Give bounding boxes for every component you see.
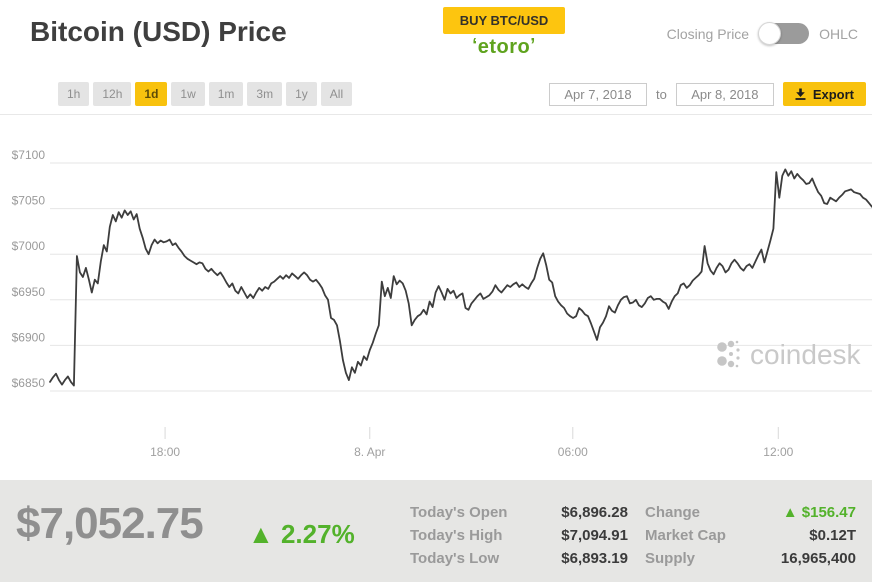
closing-price-label[interactable]: Closing Price [666, 25, 750, 42]
stat-row-open: Today's Open $6,896.28 [410, 504, 628, 521]
price-chart-canvas[interactable]: $7100 $7050 $7000 $6950 $6900 $6850 coindesk 18… [0, 115, 872, 480]
y-axis-label: $7000 [12, 239, 46, 253]
time-range-button-group: 1h 12h 1d 1w 1m 3m 1y All [58, 82, 353, 106]
price-line-series [49, 168, 872, 387]
stats-bar [0, 480, 872, 582]
coindesk-logo-dot-icon [735, 364, 739, 368]
stat-row-high: Today's High $7,094.91 [410, 527, 628, 544]
stat-row-low: Today's Low $6,893.19 [410, 550, 628, 567]
y-axis-label: $7100 [12, 148, 46, 162]
x-axis-label: 06:00 [558, 445, 588, 459]
y-axis-label: $6950 [12, 285, 46, 299]
stat-row-change: Change ▲ $156.47 [645, 504, 856, 521]
coindesk-logo-dot-icon [727, 360, 735, 368]
coindesk-logo-dot-icon [736, 356, 740, 360]
ohlc-label[interactable]: OHLC [819, 25, 858, 42]
up-arrow-icon: ▲ [782, 504, 798, 521]
range-button-1h[interactable]: 1h [58, 82, 90, 106]
date-from-input[interactable] [548, 82, 647, 106]
date-range-separator: to [655, 86, 667, 102]
range-button-1y[interactable]: 1y [286, 82, 317, 106]
x-axis-label: 8. Apr [354, 445, 385, 459]
range-button-12h[interactable]: 12h [93, 82, 132, 106]
page-title: Bitcoin (USD) Price [30, 16, 287, 47]
range-button-1m[interactable]: 1m [208, 82, 244, 106]
range-button-all[interactable]: All [320, 82, 353, 106]
coindesk-logo-dot-icon [729, 352, 733, 356]
range-button-3m[interactable]: 3m [247, 82, 283, 106]
header-divider [0, 114, 872, 115]
x-axis: 18:00 8. Apr 06:00 12:00 [150, 427, 794, 459]
range-button-1w[interactable]: 1w [171, 82, 205, 106]
date-to-input[interactable] [675, 82, 774, 106]
y-axis-label: $6850 [12, 376, 46, 390]
y-axis-label: $7050 [12, 194, 46, 208]
x-axis-label: 18:00 [150, 445, 180, 459]
coindesk-logo-dot-icon [727, 340, 735, 348]
up-arrow-icon: ▲ [248, 519, 274, 549]
export-button[interactable]: Export [782, 82, 866, 106]
buy-module: BUY BTC/USD ‘etoro’ [443, 7, 565, 59]
stat-row-supply: Supply 16,965,400 [645, 550, 856, 567]
price-type-toggle-group: Closing Price OHLC [666, 22, 858, 45]
date-controls: to Export [548, 82, 866, 106]
etoro-right-horn-icon: ’ [530, 35, 536, 55]
range-button-1d[interactable]: 1d [135, 82, 168, 106]
current-price: $7,052.75 [16, 499, 204, 548]
toggle-knob-icon [758, 22, 782, 45]
stat-row-market-cap: Market Cap $0.12T [645, 527, 856, 544]
stats-column-today: Today's Open $6,896.28 Today's High $7,094… [410, 501, 628, 570]
price-type-toggle[interactable] [758, 22, 810, 45]
coindesk-watermark-text: coindesk [750, 339, 862, 370]
y-axis-label: $6900 [12, 330, 46, 344]
y-gridlines: $7100 $7050 $7000 $6950 $6900 $6850 [12, 148, 872, 392]
coindesk-logo-dot-icon [736, 348, 740, 352]
coindesk-logo-dot-icon [735, 340, 739, 344]
x-axis-label: 12:00 [763, 445, 793, 459]
price-change-percent: ▲ 2.27% [248, 519, 355, 549]
etoro-logo[interactable]: ‘etoro’ [472, 35, 536, 58]
download-icon [795, 88, 806, 100]
stats-column-market: Change ▲ $156.47 Market Cap $0.12T Supply… [645, 501, 856, 570]
etoro-left-horn-icon: ‘ [472, 35, 478, 55]
buy-btc-usd-button[interactable]: BUY BTC/USD [443, 7, 565, 34]
coindesk-logo-dot-icon [717, 356, 727, 366]
coindesk-watermark: coindesk [717, 339, 862, 370]
coindesk-logo-dot-icon [717, 342, 727, 352]
